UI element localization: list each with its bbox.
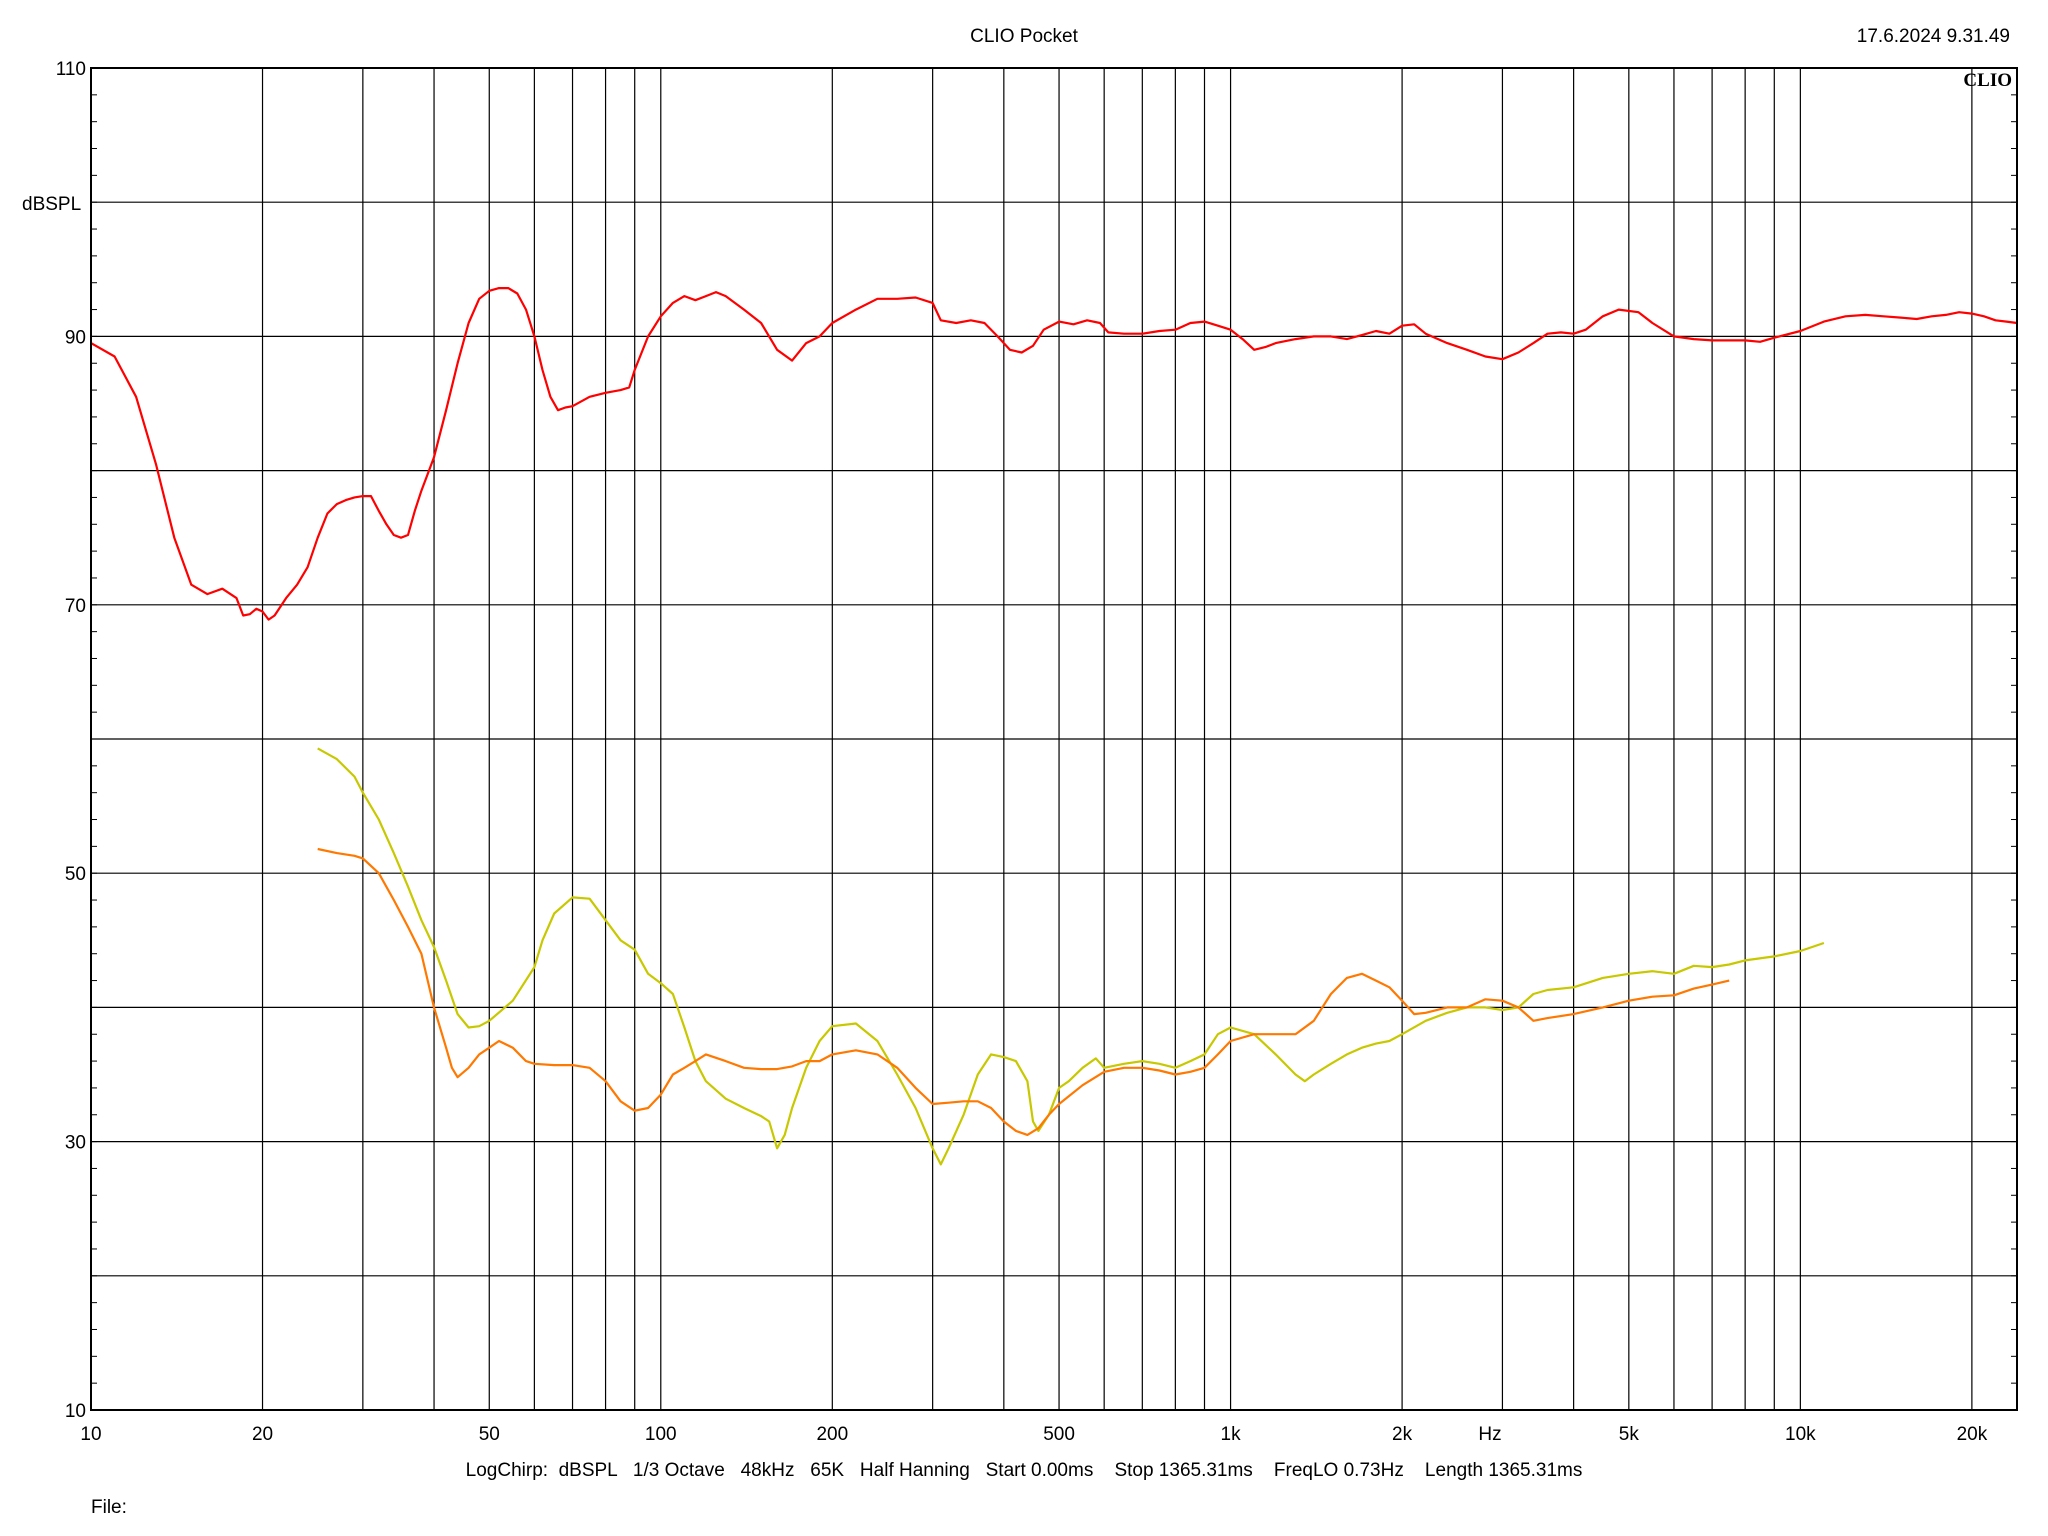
x-tick-label: 100 — [645, 1424, 677, 1445]
y-tick-label: 10 — [65, 1401, 86, 1422]
x-tick-labels: 10 20 50 100 200 500 1k 2k 5k 10k 20k — [80, 1424, 1987, 1445]
x-tick-label: 10k — [1785, 1424, 1816, 1445]
measurement-settings: LogChirp: dBSPL 1/3 Octave 48kHz 65K Hal… — [466, 1460, 1583, 1481]
x-tick-label: 20k — [1957, 1424, 1988, 1445]
file-label: File: — [91, 1497, 127, 1518]
x-axis-label: Hz — [1478, 1424, 1501, 1445]
x-tick-label: 200 — [816, 1424, 848, 1445]
x-tick-label: 10 — [80, 1424, 101, 1445]
plot-area-border — [90, 67, 2018, 1411]
series-line-3 — [317, 847, 1730, 1136]
series-line-1 — [90, 287, 2018, 621]
y-axis-label: dBSPL — [22, 194, 81, 215]
chart-title: CLIO Pocket — [970, 26, 1078, 47]
x-tick-label: 50 — [479, 1424, 500, 1445]
clio-logo: CLIO — [1963, 70, 2012, 91]
data-series — [90, 287, 2018, 1166]
y-tick-label: 70 — [65, 596, 86, 617]
y-tick-labels: 10 30 50 70 90 110 — [56, 59, 86, 1422]
x-tick-label: 1k — [1221, 1424, 1242, 1445]
y-tick-label: 50 — [65, 864, 86, 885]
plot-grid — [91, 67, 2017, 1411]
series-line-2 — [317, 747, 1825, 1166]
y-tick-label: 110 — [56, 59, 86, 80]
x-tick-label: 20 — [252, 1424, 273, 1445]
x-tick-label: 5k — [1619, 1424, 1640, 1445]
timestamp: 17.6.2024 9.31.49 — [1857, 26, 2010, 47]
x-tick-label: 2k — [1392, 1424, 1413, 1445]
y-tick-label: 30 — [65, 1133, 86, 1154]
x-tick-label: 500 — [1043, 1424, 1075, 1445]
y-tick-label: 90 — [65, 327, 86, 348]
